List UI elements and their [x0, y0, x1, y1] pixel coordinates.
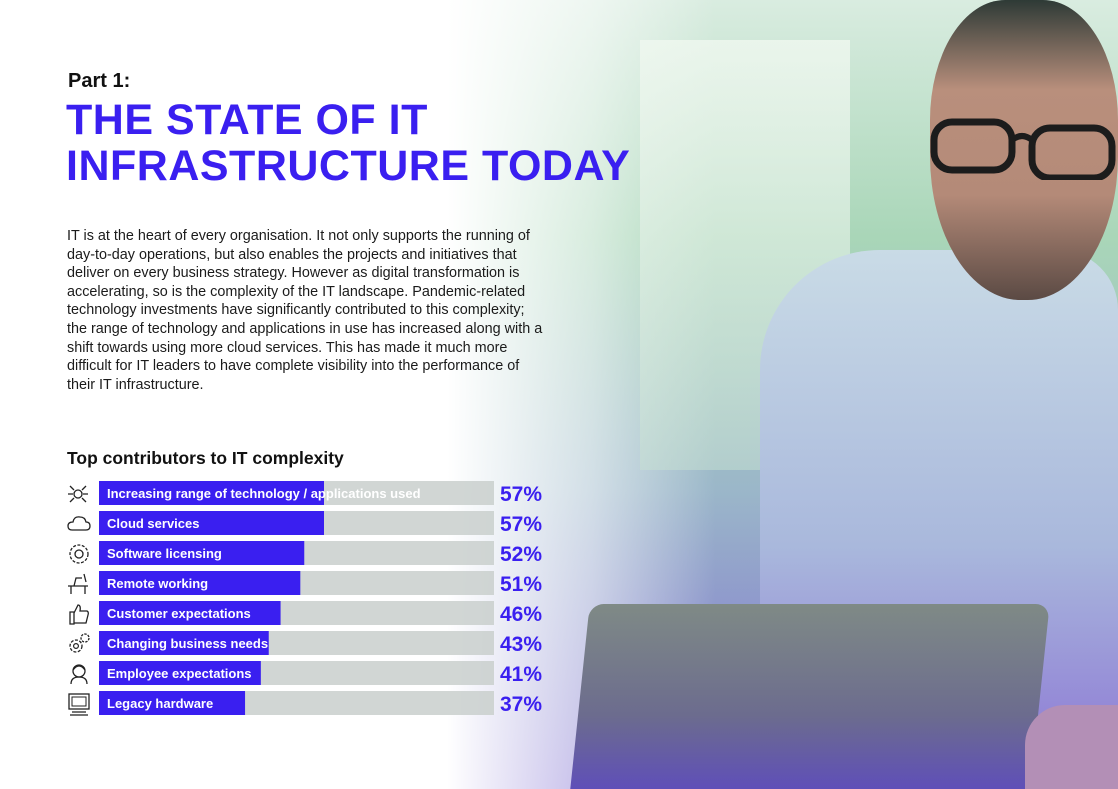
bar-label: Cloud services: [107, 516, 200, 531]
person-icon: [70, 664, 88, 685]
gears-icon: [69, 633, 90, 653]
bar: [99, 661, 261, 685]
bar: [99, 631, 269, 655]
desk-icon: [68, 573, 88, 594]
chart-title: Top contributors to IT complexity: [67, 448, 344, 468]
computer-icon: [68, 693, 90, 716]
bar-label: Software licensing: [107, 546, 222, 561]
bar: [99, 541, 305, 565]
value-label: 57%: [500, 483, 542, 506]
bar: [99, 601, 281, 625]
bar-label: Changing business needs: [107, 636, 268, 651]
value-label: 52%: [500, 543, 542, 566]
value-label: 51%: [500, 573, 542, 596]
glasses: [930, 118, 1116, 180]
network-gears-icon: [68, 485, 88, 503]
bar-label: Remote working: [107, 576, 208, 591]
bar-label: Increasing range of technology / applica…: [107, 486, 421, 501]
bar: [99, 691, 246, 715]
bar-label: Legacy hardware: [107, 696, 213, 711]
value-label: 41%: [500, 663, 542, 686]
cloud-icon: [67, 516, 91, 531]
hand: [1025, 705, 1118, 789]
page-title: THE STATE OF IT INFRASTRUCTURE TODAY: [66, 96, 631, 190]
bar: [99, 571, 301, 595]
part-label: Part 1:: [68, 70, 131, 92]
value-label: 43%: [500, 633, 542, 656]
value-label: 37%: [500, 693, 542, 716]
value-label: 46%: [500, 603, 542, 626]
bar-label: Customer expectations: [107, 606, 251, 621]
bar: [99, 511, 324, 535]
bar: [99, 481, 324, 505]
value-label: 57%: [500, 513, 542, 536]
thumbs-up-icon: [69, 604, 89, 625]
license-badge-icon: [69, 544, 89, 564]
person-head: [930, 0, 1118, 300]
intro-paragraph: IT is at the heart of every organisation…: [67, 228, 543, 393]
bar-label: Employee expectations: [107, 666, 252, 681]
